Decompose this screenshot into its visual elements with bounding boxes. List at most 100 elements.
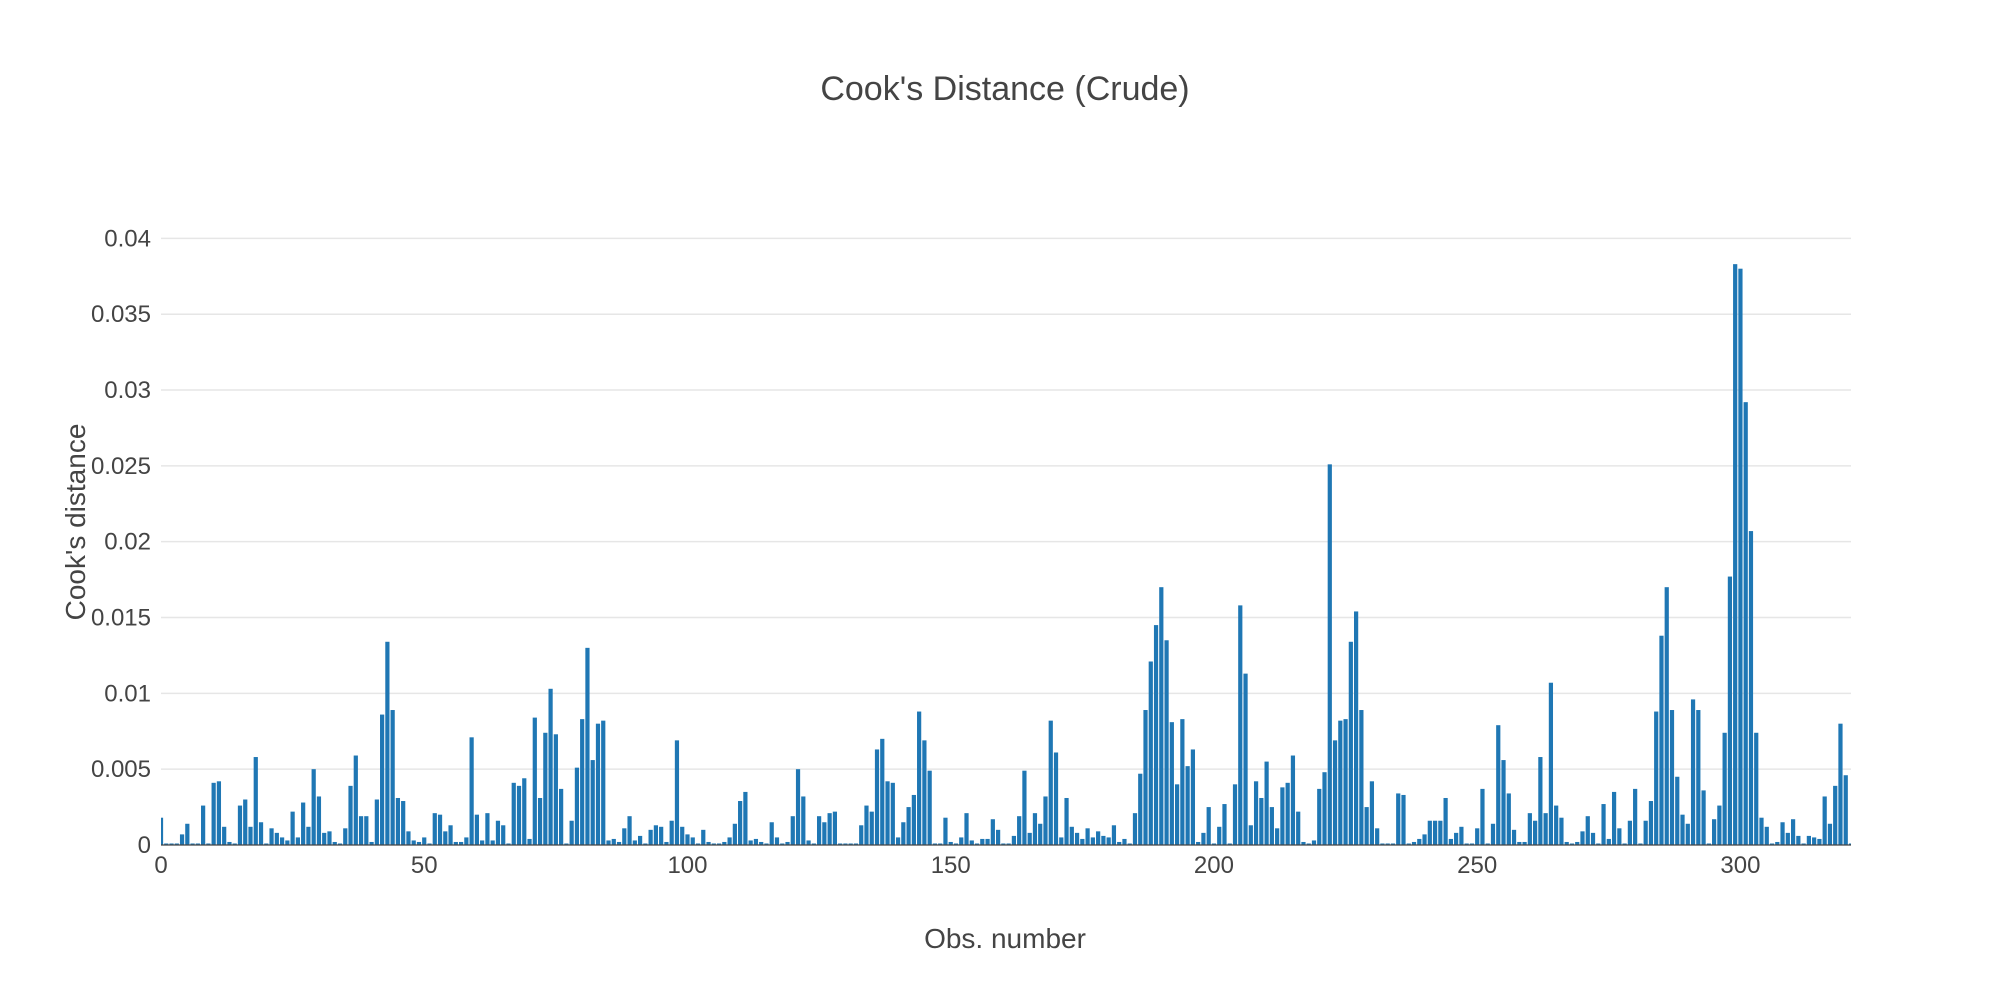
bar (611, 838, 616, 845)
bar (985, 838, 990, 845)
bar (216, 781, 222, 845)
bar (1801, 843, 1806, 845)
bar (1543, 813, 1548, 845)
bar (1748, 531, 1754, 845)
x-tick-label: 50 (411, 852, 438, 879)
bar (1332, 740, 1338, 845)
bar (917, 711, 922, 845)
bar (595, 723, 601, 845)
bar (1301, 841, 1306, 845)
bar (548, 688, 553, 845)
bar (1059, 837, 1064, 845)
bar (358, 816, 364, 845)
bar (1011, 835, 1017, 845)
bar (437, 814, 443, 845)
bar (258, 822, 264, 845)
bar (680, 826, 685, 845)
bar (1238, 605, 1243, 845)
bar (211, 782, 216, 845)
bar (1764, 826, 1769, 845)
bar (1175, 784, 1180, 845)
bar (1427, 820, 1432, 845)
bar (564, 843, 569, 845)
bar (953, 843, 959, 845)
bar (290, 811, 295, 845)
bar (1069, 826, 1074, 845)
bar (1617, 828, 1622, 845)
bar (932, 843, 938, 845)
y-tick-label: 0.02 (104, 529, 151, 556)
bar (1775, 841, 1780, 845)
bar (464, 837, 469, 845)
bar (332, 841, 337, 845)
bar (890, 782, 895, 845)
bar (1501, 760, 1506, 845)
bar (1396, 793, 1401, 845)
bar (1812, 837, 1817, 845)
bar (674, 740, 680, 845)
bar (895, 837, 901, 845)
bar (174, 843, 179, 845)
bar (1675, 776, 1680, 845)
bar (1590, 832, 1596, 845)
bar (337, 843, 343, 845)
bar (1454, 832, 1459, 845)
bar (343, 828, 348, 845)
bar (632, 840, 637, 845)
bar (1559, 817, 1564, 845)
bar (727, 837, 732, 845)
bar (1485, 843, 1490, 845)
bar (1627, 820, 1632, 845)
bar (1064, 797, 1069, 845)
bar (285, 840, 290, 845)
bar (553, 734, 558, 845)
bar (469, 737, 474, 845)
bar (1469, 843, 1475, 845)
bar (1411, 841, 1417, 845)
bar (1643, 820, 1648, 845)
x-tick-label: 150 (931, 852, 971, 879)
bar (722, 841, 727, 845)
bar (1211, 843, 1217, 845)
bar (1185, 766, 1190, 845)
bar (1269, 807, 1274, 845)
bar (485, 813, 490, 845)
bar (1790, 819, 1796, 845)
bar (353, 755, 358, 845)
bar (1585, 816, 1590, 845)
bar (880, 738, 885, 845)
bar (1817, 838, 1822, 845)
y-axis-ticks: 0 0.005 0.01 0.015 0.02 0.025 0.03 0.035 0.04 (91, 225, 151, 859)
bar (1564, 841, 1569, 845)
bar (1706, 843, 1711, 845)
bar (327, 831, 332, 845)
bar (1712, 819, 1717, 845)
bar (806, 840, 811, 845)
bar (1380, 843, 1385, 845)
bar (1401, 794, 1406, 845)
bar (1611, 791, 1617, 845)
bar (1006, 843, 1011, 845)
bar (980, 838, 985, 845)
bar (1122, 838, 1127, 845)
bar (306, 826, 311, 845)
bar (959, 837, 964, 845)
bar (1406, 843, 1411, 845)
bar (1306, 843, 1311, 845)
bar (601, 720, 606, 845)
bar (1359, 710, 1364, 845)
bar (1780, 822, 1785, 845)
bar (1275, 828, 1280, 845)
bar (1580, 831, 1585, 845)
bar (1322, 772, 1327, 845)
bar (506, 843, 511, 845)
bar (938, 843, 943, 845)
bar (780, 843, 785, 845)
bar (311, 769, 316, 845)
bar (1432, 820, 1438, 845)
bar (743, 791, 748, 845)
bar (1506, 793, 1511, 845)
bar (1843, 775, 1848, 845)
bar (574, 767, 580, 845)
